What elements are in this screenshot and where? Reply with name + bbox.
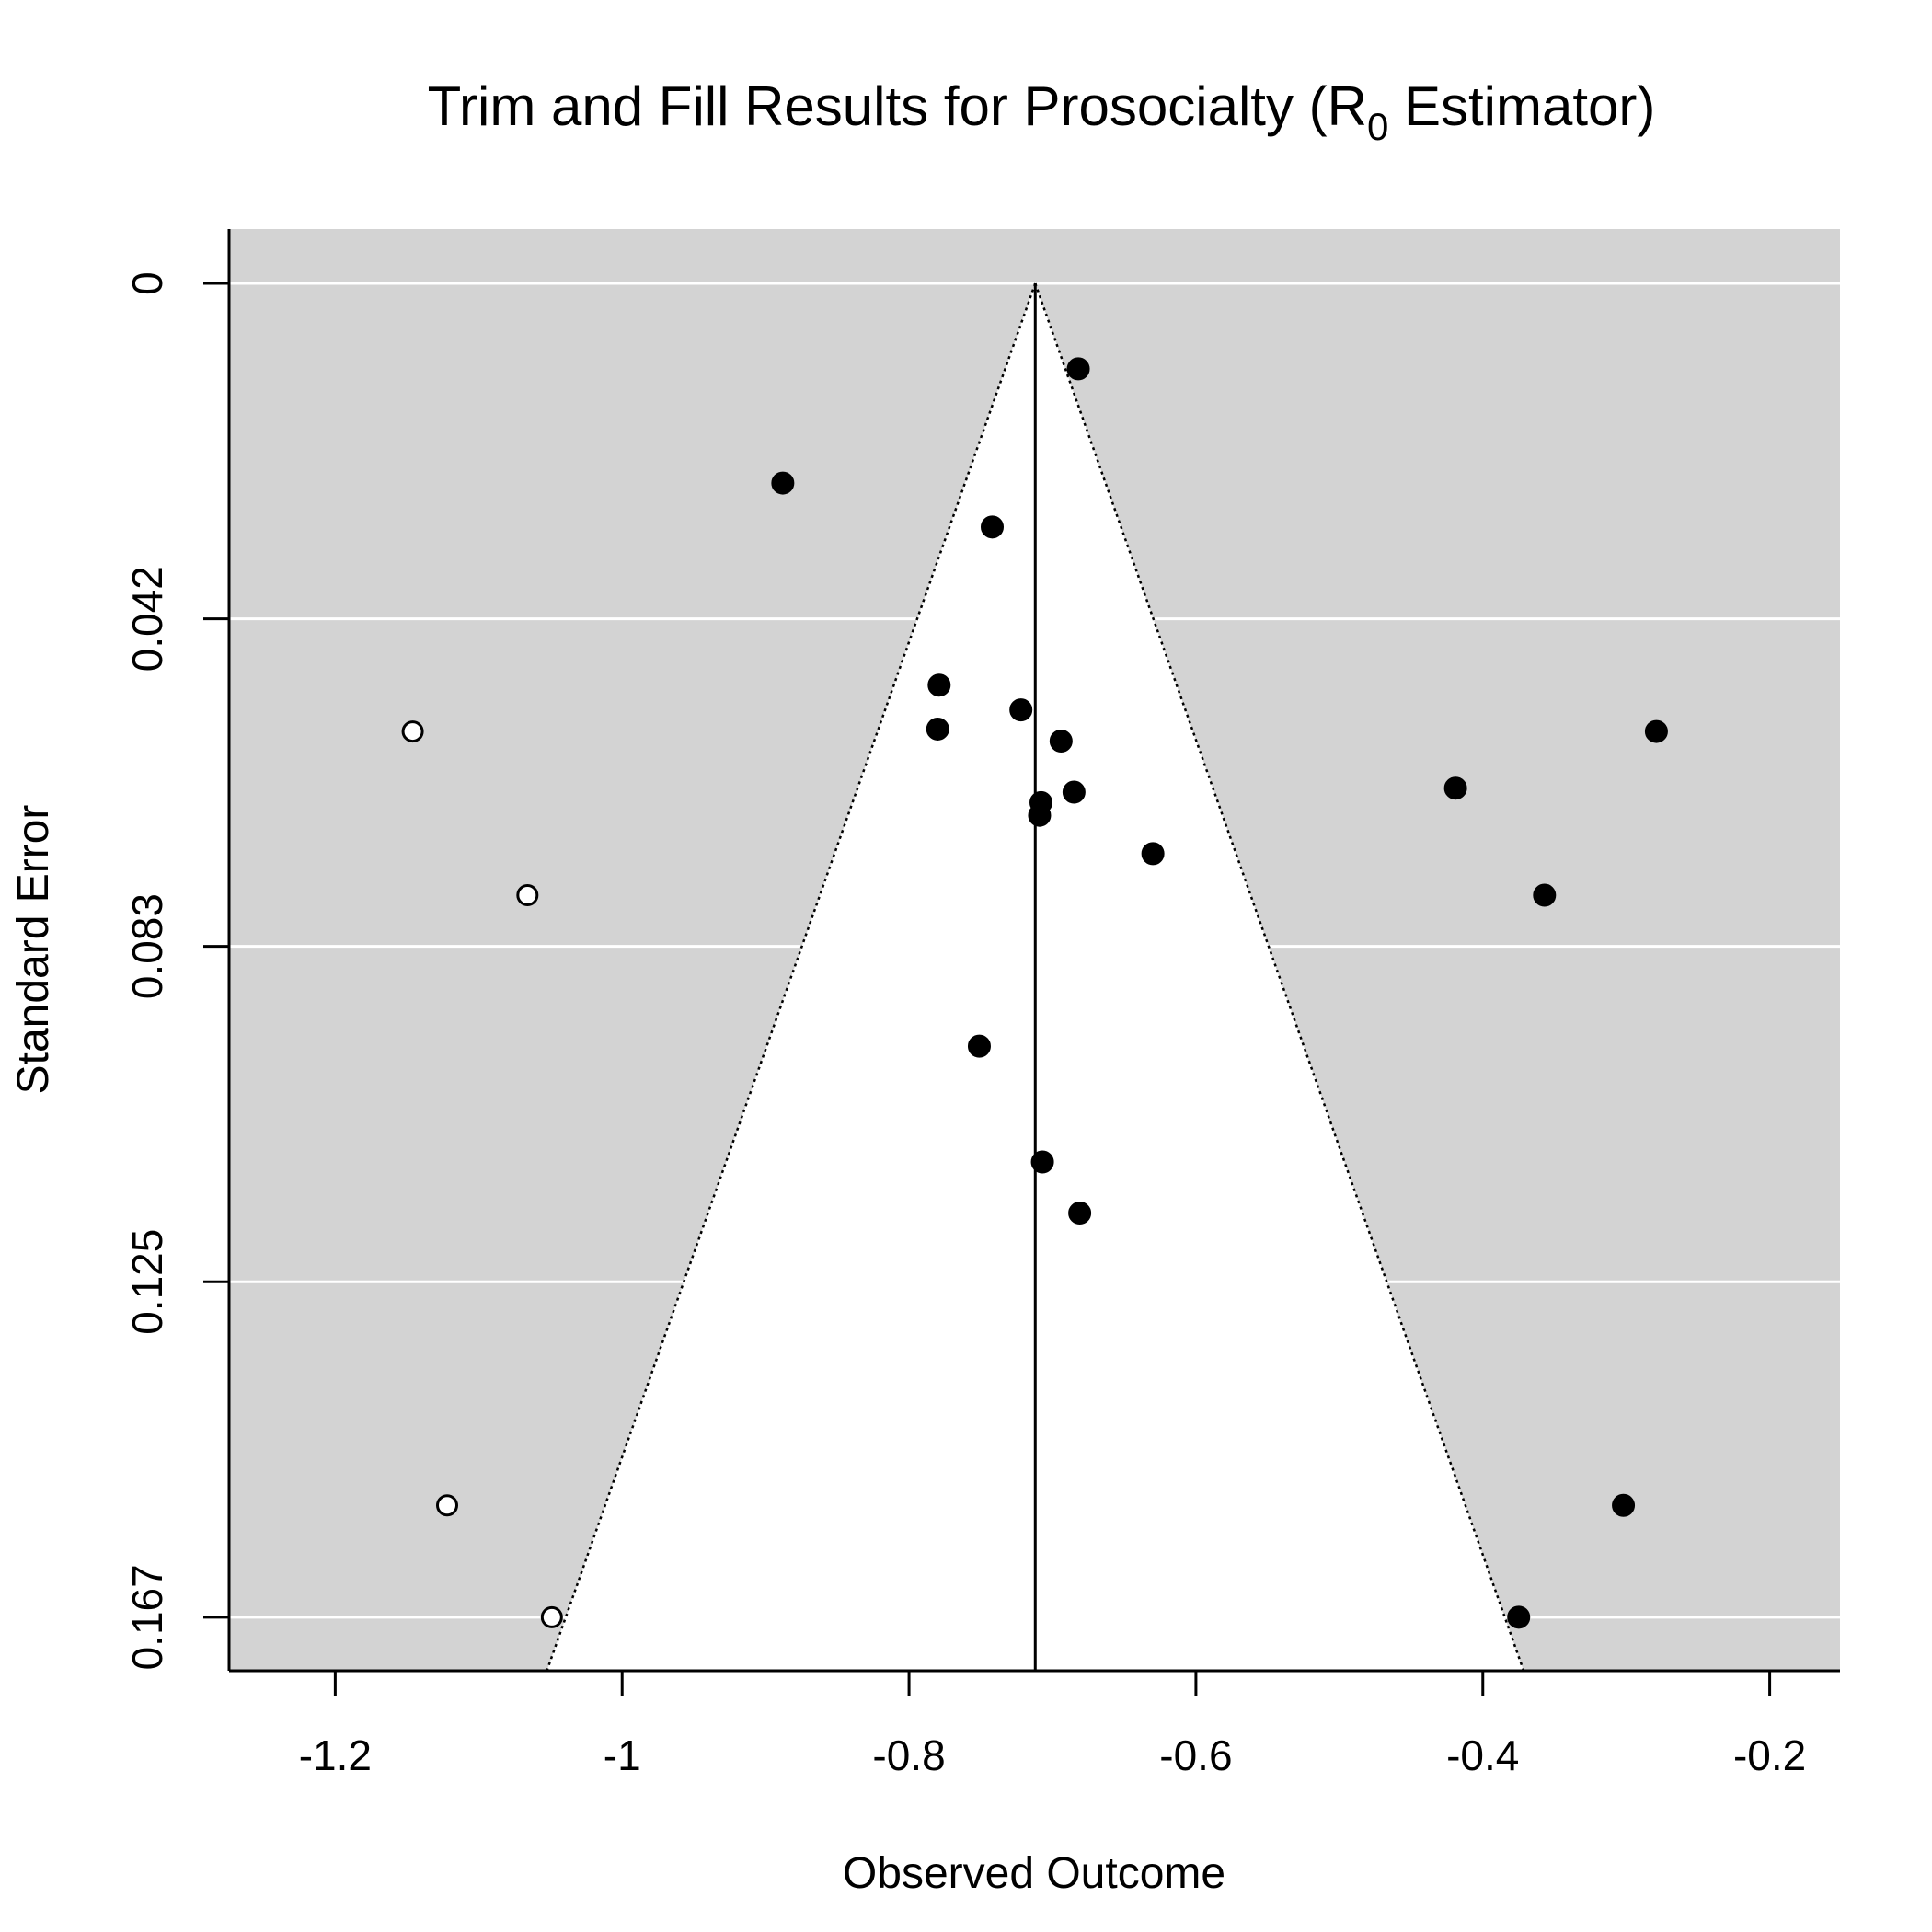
axes: -1.2 -1 -0.8 -0.6 -0.4 -0.2 00.0420.0830.1250… bbox=[123, 229, 1840, 1779]
imputed-study-point-2 bbox=[436, 1494, 459, 1517]
funnel-left-boundary bbox=[546, 282, 1037, 1672]
x-tick-label-0: -1.2 bbox=[299, 1731, 372, 1779]
observed-study-point-13 bbox=[1533, 883, 1557, 907]
y-tick-label-4: 0.167 bbox=[123, 1564, 171, 1670]
x-tick-label-2: -0.8 bbox=[872, 1731, 945, 1779]
observed-study-point-3 bbox=[927, 673, 951, 697]
funnel-right-boundary bbox=[1034, 282, 1525, 1672]
observed-study-point-6 bbox=[1049, 729, 1073, 753]
x-tick-label-5: -0.2 bbox=[1733, 1731, 1806, 1779]
x-axis-label: Observed Outcome bbox=[843, 1849, 1225, 1898]
observed-study-point-10 bbox=[1141, 842, 1165, 866]
title-subscript: 0 bbox=[1367, 105, 1388, 148]
observed-study-point-5 bbox=[926, 717, 949, 741]
observed-study-point-17 bbox=[1612, 1493, 1636, 1517]
y-axis-label: Standard Error bbox=[9, 805, 58, 1095]
observed-study-point-16 bbox=[1068, 1202, 1092, 1225]
title-suffix: Estimator) bbox=[1388, 75, 1655, 137]
observed-study-point-7 bbox=[1062, 780, 1086, 804]
y-tick-label-0: 0 bbox=[123, 271, 171, 295]
observed-study-point-15 bbox=[1030, 1150, 1054, 1174]
observed-study-point-4 bbox=[1009, 698, 1033, 722]
y-tick-label-3: 0.125 bbox=[123, 1229, 171, 1335]
x-tick-label-3: -0.6 bbox=[1159, 1731, 1232, 1779]
y-tick-label-1: 0.042 bbox=[123, 566, 171, 672]
x-tick-label-4: -0.4 bbox=[1446, 1731, 1519, 1779]
imputed-study-point-1 bbox=[516, 884, 539, 907]
y-axis-ticks: 0 0.042 0.083 0.125 0.167 bbox=[123, 271, 229, 1670]
imputed-study-point-0 bbox=[401, 720, 424, 743]
chart-title: Trim and Fill Results for Prosocialty (R… bbox=[428, 75, 1656, 148]
y-tick-label-2: 0.083 bbox=[123, 893, 171, 999]
observed-study-point-2 bbox=[981, 515, 1005, 539]
title-group: Trim and Fill Results for Prosocialty (R… bbox=[428, 75, 1656, 148]
x-tick-label-1: -1 bbox=[604, 1731, 641, 1779]
x-axis-ticks: -1.2 -1 -0.8 -0.6 -0.4 -0.2 bbox=[299, 1671, 1806, 1779]
data-points bbox=[401, 357, 1668, 1629]
title-main: Trim and Fill Results for Prosocialty (R bbox=[428, 75, 1367, 137]
observed-study-point-12 bbox=[1644, 719, 1668, 743]
observed-study-point-18 bbox=[1507, 1605, 1531, 1629]
observed-study-point-9 bbox=[1028, 803, 1052, 827]
observed-study-point-11 bbox=[1443, 776, 1467, 800]
observed-study-point-0 bbox=[1066, 357, 1090, 381]
imputed-study-point-3 bbox=[540, 1605, 563, 1628]
observed-study-point-14 bbox=[967, 1034, 991, 1058]
observed-study-point-1 bbox=[771, 471, 795, 495]
